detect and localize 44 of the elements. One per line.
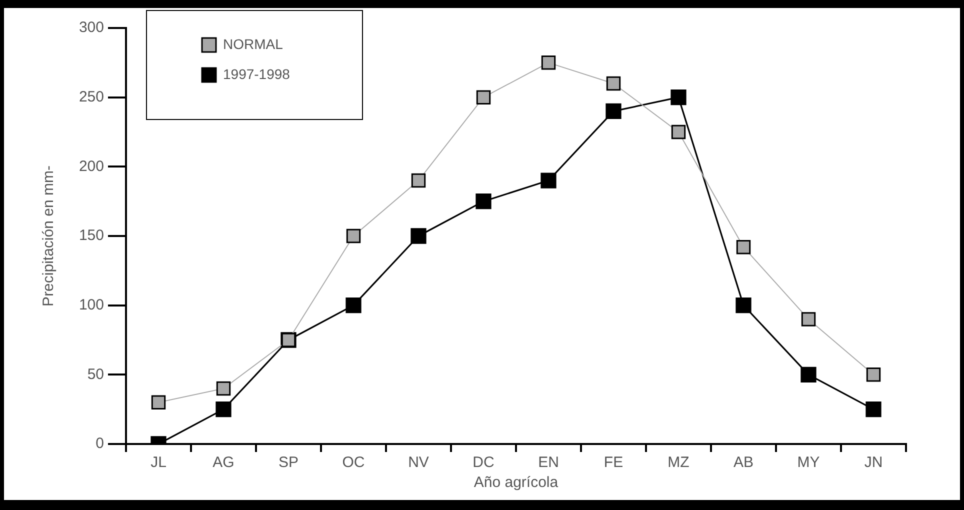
point [866, 368, 881, 382]
point [346, 228, 361, 244]
point [671, 124, 686, 140]
point [216, 381, 231, 396]
point [346, 298, 362, 314]
legend-label: 1997-1998 [223, 66, 290, 82]
point [866, 402, 882, 418]
point [606, 76, 621, 91]
x-tick-label: MY [797, 454, 820, 472]
point [476, 194, 492, 210]
point [736, 240, 751, 254]
x-axis-title: Año agrícola [474, 474, 559, 492]
point [606, 103, 622, 120]
y-tick-label: 200 [78, 158, 104, 175]
y-tick-label: 0 [96, 435, 104, 452]
y-tick-label: 250 [78, 88, 104, 106]
point [800, 366, 816, 382]
x-tick-label: FE [604, 454, 624, 472]
point [801, 312, 816, 326]
y-axis-title: Precipitación en mm- [40, 166, 58, 306]
point [151, 395, 166, 410]
point [670, 90, 686, 106]
x-tick-label: OC [342, 454, 365, 472]
point [736, 298, 752, 314]
y-tick-label: 50 [87, 366, 104, 383]
legend-label: NORMAL [223, 36, 284, 52]
point [216, 402, 232, 418]
point [541, 56, 556, 70]
x-tick-label: JL [150, 454, 166, 472]
point [540, 172, 556, 188]
x-tick-label: EN [538, 454, 559, 472]
y-tick-label: 300 [78, 19, 104, 36]
y-tick-label: 100 [78, 296, 104, 314]
x-tick-label: NV [408, 454, 429, 472]
y-tick-label: 150 [78, 227, 104, 244]
point [410, 228, 426, 244]
point [411, 173, 426, 188]
x-tick-label: JN [864, 454, 883, 472]
x-tick-label: DC [472, 454, 494, 472]
x-tick-label: AG [212, 454, 234, 472]
x-tick-label: MZ [668, 454, 690, 472]
x-tick-label: SP [278, 454, 299, 472]
point [476, 90, 491, 104]
x-tick-label: AB [733, 454, 754, 472]
